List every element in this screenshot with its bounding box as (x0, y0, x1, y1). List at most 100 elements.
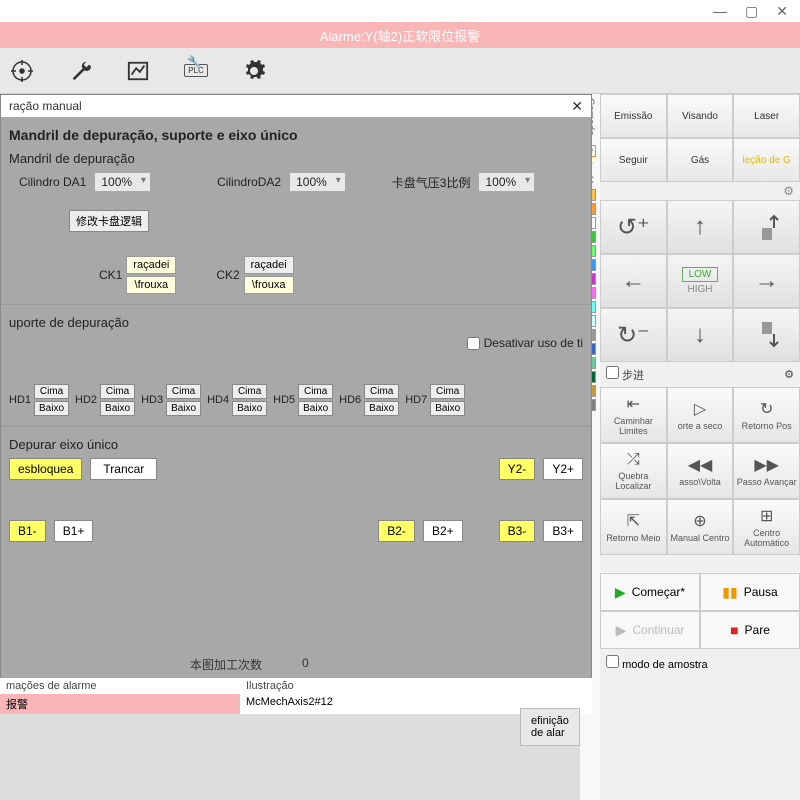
return-mid-button[interactable]: ⇱Retorno Meio (600, 499, 667, 555)
edit-chuck-logic-button[interactable]: 修改卡盘逻辑 (69, 210, 149, 232)
ck2-label: CK2 (216, 268, 239, 282)
jog-right-button[interactable]: → (733, 254, 800, 308)
play-icon: ▶ (616, 622, 627, 639)
jog-up-button[interactable]: ↑ (667, 200, 734, 254)
stop-icon: ■ (730, 622, 738, 638)
y2-plus-button[interactable]: Y2+ (543, 458, 583, 480)
hd-down-button[interactable]: Baixo (364, 401, 399, 416)
alarm-definition-panel: efinição de alar (520, 708, 580, 746)
alarm-banner-text: Alarme:Y(轴2)正软限位报警 (320, 26, 480, 45)
ck1-clamp-button[interactable]: raçadei (126, 256, 176, 274)
unlock-button[interactable]: esbloquea (9, 458, 82, 480)
gas-select-button[interactable]: leção de G (733, 138, 800, 182)
cilindro1-label: Cilindro DA1 (19, 175, 86, 189)
hd-down-button[interactable]: Baixo (298, 401, 333, 416)
y2-minus-button[interactable]: Y2- (499, 458, 536, 480)
b3-plus-button[interactable]: B3+ (543, 520, 583, 542)
axis-msg-cell: McMechAxis2#12 (240, 694, 339, 714)
disable-ti-checkbox[interactable]: Desativar uso de ti (467, 336, 583, 350)
debug-axis-section-title: Depurar eixo único (9, 437, 583, 452)
jog-down-button[interactable]: ↓ (667, 308, 734, 362)
hd-up-button[interactable]: Cima (100, 384, 135, 399)
ck1-loose-button[interactable]: \frouxa (126, 276, 176, 294)
plc-icon[interactable]: PLC (182, 57, 210, 85)
hd-label: HD2 (75, 394, 97, 406)
b1-plus-button[interactable]: B1+ (54, 520, 94, 542)
manual-center-button[interactable]: ⊕Manual Centro (667, 499, 734, 555)
chuck-ratio-label: 卡盘气压3比例 (392, 174, 471, 191)
hd-down-button[interactable]: Baixo (166, 401, 201, 416)
hd-label: HD6 (339, 394, 361, 406)
aiming-button[interactable]: Visando (667, 94, 734, 138)
alarm-info-table: mações de alarme Ilustração 报警 McMechAxi… (0, 678, 592, 714)
b2-minus-button[interactable]: B2- (378, 520, 415, 542)
minimize-icon[interactable]: — (713, 3, 727, 19)
z-up-button[interactable] (733, 200, 800, 254)
hd-up-button[interactable]: Cima (232, 384, 267, 399)
hd-label: HD7 (405, 394, 427, 406)
play-icon: ▶ (615, 584, 626, 601)
ck1-label: CK1 (99, 268, 122, 282)
chart-icon[interactable] (124, 57, 152, 85)
stop-button[interactable]: ■Pare (700, 611, 800, 649)
gas-button[interactable]: Gás (667, 138, 734, 182)
walk-limits-button[interactable]: ⇤CaminharLimites (600, 387, 667, 443)
gear-icon[interactable] (240, 57, 268, 85)
dialog-title: ração manual (9, 99, 82, 113)
continue-button[interactable]: ▶Continuar (600, 611, 700, 649)
cilindro2-select[interactable]: 100% (289, 172, 346, 192)
step-checkbox[interactable]: 步进 (606, 366, 644, 383)
rotate-cw-button[interactable]: ↻⁻ (600, 308, 667, 362)
alarm-info-header: mações de alarme (0, 678, 240, 694)
b3-minus-button[interactable]: B3- (499, 520, 536, 542)
hd-up-button[interactable]: Cima (364, 384, 399, 399)
hd-down-button[interactable]: Baixo (430, 401, 465, 416)
target-icon[interactable] (8, 57, 36, 85)
laser-button[interactable]: Laser (733, 94, 800, 138)
return-pos-button[interactable]: ↻Retorno Pos (733, 387, 800, 443)
jog-left-button[interactable]: ← (600, 254, 667, 308)
gear-icon[interactable]: ⚙ (784, 368, 794, 381)
hd-down-button[interactable]: Baixo (34, 401, 69, 416)
follow-button[interactable]: Seguir (600, 138, 667, 182)
rotate-ccw-button[interactable]: ↺⁺ (600, 200, 667, 254)
mandril-section-title: Mandril de depuração (9, 151, 583, 166)
alarm-short-cell: 报警 (0, 694, 240, 714)
ck2-clamp-button[interactable]: raçadei (244, 256, 294, 274)
ck2-loose-button[interactable]: \frouxa (244, 276, 294, 294)
cilindro1-select[interactable]: 100% (94, 172, 151, 192)
dry-cut-button[interactable]: ▷orte a seco (667, 387, 734, 443)
chuck-ratio-select[interactable]: 100% (478, 172, 535, 192)
step-fwd-button[interactable]: ▶▶Passo Avançar (733, 443, 800, 499)
hd-up-button[interactable]: Cima (298, 384, 333, 399)
step-back-button[interactable]: ◀◀asso\Volta (667, 443, 734, 499)
wrench-icon[interactable] (66, 57, 94, 85)
emission-button[interactable]: Emissão (600, 94, 667, 138)
pause-icon: ▮▮ (722, 584, 737, 601)
titlebar: — ▢ ✕ (0, 0, 800, 22)
hd-up-button[interactable]: Cima (166, 384, 201, 399)
restore-icon[interactable]: ▢ (745, 3, 758, 20)
auto-center-button[interactable]: ⊞Centro Automático (733, 499, 800, 555)
break-locate-button[interactable]: ⤮Quebra Localizar (600, 443, 667, 499)
gear-icon[interactable]: ⚙ (783, 184, 794, 198)
cilindro2-label: CilindroDA2 (217, 175, 281, 189)
close-icon[interactable]: ✕ (571, 98, 583, 115)
jog-speed-toggle[interactable]: LOW HIGH (667, 254, 734, 308)
jog-pad: ↺⁺ ↑ ← LOW HIGH → ↻⁻ ↓ (600, 200, 800, 362)
right-control-panel: Emissão Visando Laser Seguir Gás leção d… (600, 94, 800, 800)
hd-label: HD1 (9, 394, 31, 406)
sample-mode-checkbox[interactable]: modo de amostra (606, 655, 708, 671)
hd-up-button[interactable]: Cima (34, 384, 69, 399)
pause-button[interactable]: ▮▮Pausa (700, 573, 800, 611)
b1-minus-button[interactable]: B1- (9, 520, 46, 542)
close-window-icon[interactable]: ✕ (776, 3, 788, 20)
hd-up-button[interactable]: Cima (430, 384, 465, 399)
hd-down-button[interactable]: Baixo (100, 401, 135, 416)
lock-button[interactable]: Trancar (90, 458, 157, 480)
start-button[interactable]: ▶Começar* (600, 573, 700, 611)
process-count: 本图加工次数 0 (190, 656, 309, 673)
b2-plus-button[interactable]: B2+ (423, 520, 463, 542)
z-down-button[interactable] (733, 308, 800, 362)
hd-down-button[interactable]: Baixo (232, 401, 267, 416)
